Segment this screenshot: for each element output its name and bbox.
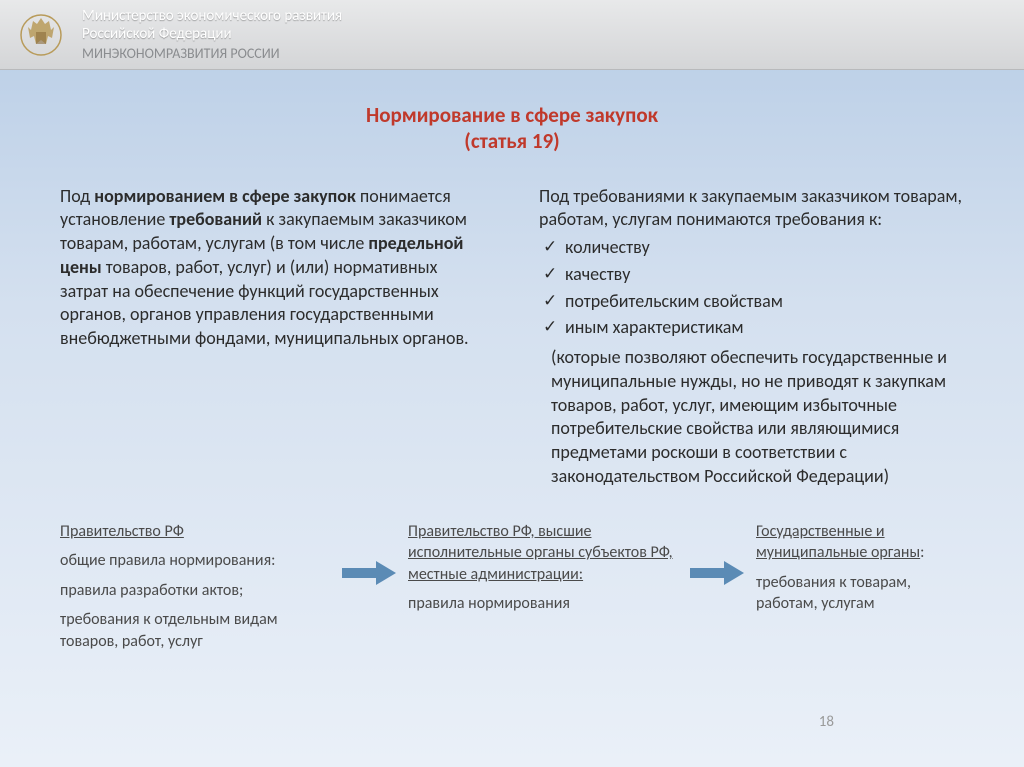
- page-number: 18: [819, 713, 834, 731]
- slide-title: Нормирование в сфере закупок (статья 19): [60, 102, 964, 155]
- header-text: Министерство экономического развития Рос…: [82, 7, 342, 62]
- bottom-col-3: Государственные и муниципальные органы: …: [756, 521, 956, 623]
- slide-body: Нормирование в сфере закупок (статья 19)…: [0, 70, 1024, 767]
- bottom-flow: Правительство РФ общие правила нормирова…: [60, 521, 964, 661]
- text: товаров, работ, услуг) и (или) нормативн…: [60, 256, 469, 349]
- list-item: количеству: [539, 236, 964, 260]
- arrow-icon: [690, 559, 744, 587]
- title-line1: Нормирование в сфере закупок: [60, 102, 964, 128]
- left-column: Под нормированием в сфере закупок понима…: [60, 185, 485, 493]
- bottom-col-1: Правительство РФ общие правила нормирова…: [60, 521, 330, 661]
- right-intro: Под требованиями к закупаемым заказчиком…: [539, 185, 964, 233]
- right-note: (которые позволяют обеспечить государств…: [539, 346, 964, 489]
- two-columns: Под нормированием в сфере закупок понима…: [60, 185, 964, 493]
- bold-text: нормированием в сфере закупок: [94, 185, 356, 207]
- left-paragraph: Под нормированием в сфере закупок понима…: [60, 185, 485, 351]
- ministry-header: Министерство экономического развития Рос…: [0, 0, 1024, 70]
- list-item: качеству: [539, 263, 964, 287]
- underline-text: Правительство РФ: [60, 522, 184, 541]
- text: правила нормирования: [408, 593, 678, 615]
- bottom-col-2: Правительство РФ, высшие исполнительные …: [408, 521, 678, 623]
- list-item: потребительским свойствам: [539, 290, 964, 314]
- text: общие правила нормирования:: [60, 550, 330, 572]
- title-line2: (статья 19): [60, 128, 964, 154]
- requirements-list: количеству качеству потребительским свой…: [539, 236, 964, 340]
- header-title-line1: Министерство экономического развития: [82, 7, 342, 25]
- text: требования к отдельным видам товаров, ра…: [60, 609, 330, 652]
- emblem-icon: [18, 12, 64, 58]
- underline-text: Правительство РФ, высшие исполнительные …: [408, 522, 673, 584]
- right-column: Под требованиями к закупаемым заказчиком…: [539, 185, 964, 493]
- header-subtitle: МИНЭКОНОМРАЗВИТИЯ РОССИИ: [82, 45, 342, 62]
- list-item: иным характеристикам: [539, 316, 964, 340]
- text: :: [920, 543, 924, 562]
- header-title-line2: Российской Федерации: [82, 25, 342, 43]
- bold-text: требований: [169, 208, 262, 230]
- text: правила разработки актов;: [60, 580, 330, 602]
- text: Под: [60, 185, 94, 207]
- text: требования к товарам, работам, услугам: [756, 572, 956, 615]
- arrow-icon: [342, 559, 396, 587]
- underline-text: Государственные и муниципальные органы: [756, 522, 920, 563]
